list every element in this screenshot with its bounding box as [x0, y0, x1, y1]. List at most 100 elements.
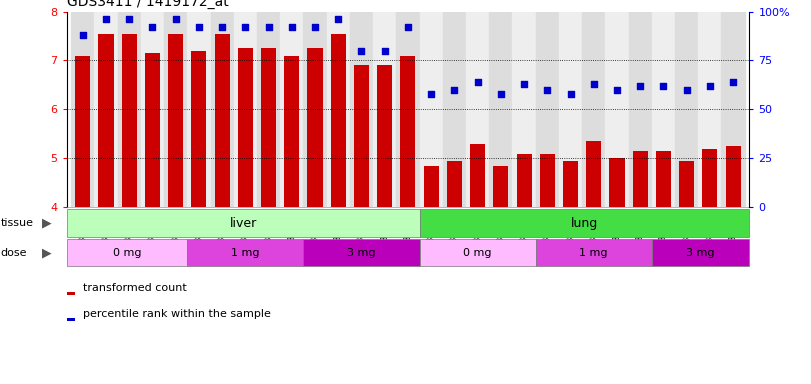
Bar — [187, 239, 303, 266]
Bar — [350, 12, 373, 207]
Point — [425, 91, 438, 97]
Bar — [652, 12, 675, 207]
Bar — [536, 239, 652, 266]
Bar — [331, 33, 345, 207]
Bar — [234, 12, 257, 207]
Bar — [722, 12, 744, 207]
Point — [703, 83, 716, 89]
Bar — [702, 149, 718, 207]
Point — [657, 83, 670, 89]
Text: 0 mg: 0 mg — [463, 248, 491, 258]
Bar — [675, 12, 698, 207]
Bar — [489, 12, 513, 207]
Point — [517, 81, 530, 87]
Bar — [215, 33, 230, 207]
Bar — [75, 56, 90, 207]
Bar — [94, 12, 118, 207]
Bar — [71, 12, 94, 207]
Text: 3 mg: 3 mg — [686, 248, 714, 258]
Text: lung: lung — [571, 217, 598, 230]
Bar — [517, 154, 532, 207]
Bar — [419, 209, 749, 237]
Bar — [423, 166, 439, 207]
Point — [727, 79, 740, 85]
Bar — [397, 12, 419, 207]
Bar — [377, 65, 393, 207]
Point — [541, 87, 554, 93]
Bar — [586, 141, 601, 207]
Bar — [373, 12, 397, 207]
Bar — [513, 12, 536, 207]
Text: transformed count: transformed count — [83, 283, 187, 293]
Bar — [582, 12, 605, 207]
Bar — [540, 154, 555, 207]
Bar — [303, 12, 327, 207]
Bar — [493, 166, 508, 207]
Bar — [168, 33, 183, 207]
Bar — [307, 48, 323, 207]
Bar — [141, 12, 164, 207]
Point — [680, 87, 693, 93]
Point — [611, 87, 624, 93]
Point — [285, 24, 298, 30]
Bar — [443, 12, 466, 207]
Point — [495, 91, 508, 97]
Bar — [633, 151, 648, 207]
Bar — [67, 292, 75, 295]
Bar — [419, 239, 536, 266]
Bar — [447, 161, 462, 207]
Point — [192, 24, 205, 30]
Bar — [466, 12, 489, 207]
Point — [76, 32, 89, 38]
Bar — [257, 12, 280, 207]
Text: 1 mg: 1 mg — [231, 248, 260, 258]
Bar — [67, 239, 187, 266]
Point — [448, 87, 461, 93]
Text: percentile rank within the sample: percentile rank within the sample — [83, 309, 271, 319]
Point — [146, 24, 159, 30]
Bar — [211, 12, 234, 207]
Bar — [536, 12, 559, 207]
Bar — [164, 12, 187, 207]
Bar — [679, 161, 694, 207]
Bar — [191, 51, 207, 207]
Point — [378, 48, 391, 54]
Bar — [280, 12, 303, 207]
Text: 3 mg: 3 mg — [347, 248, 375, 258]
Point — [100, 16, 113, 22]
Bar — [401, 56, 415, 207]
Bar — [187, 12, 211, 207]
Point — [308, 24, 321, 30]
Bar — [698, 12, 722, 207]
Point — [239, 24, 252, 30]
Bar — [67, 209, 419, 237]
Bar — [609, 158, 624, 207]
Bar — [284, 56, 299, 207]
Bar — [327, 12, 350, 207]
Bar — [656, 151, 671, 207]
Point — [122, 16, 135, 22]
Point — [355, 48, 368, 54]
Bar — [559, 12, 582, 207]
Text: ▶: ▶ — [42, 217, 52, 230]
Bar — [261, 48, 276, 207]
Bar — [98, 33, 114, 207]
Bar — [238, 48, 253, 207]
Bar — [652, 239, 749, 266]
Bar — [563, 161, 578, 207]
Bar — [118, 12, 141, 207]
Bar — [726, 146, 740, 207]
Bar — [122, 33, 137, 207]
Point — [262, 24, 275, 30]
Bar — [419, 12, 443, 207]
Point — [587, 81, 600, 87]
Point — [471, 79, 484, 85]
Bar — [354, 65, 369, 207]
Bar — [605, 12, 629, 207]
Point — [564, 91, 577, 97]
Text: 1 mg: 1 mg — [580, 248, 608, 258]
Point — [633, 83, 646, 89]
Point — [216, 24, 229, 30]
Text: tissue: tissue — [1, 218, 34, 228]
Bar — [67, 318, 75, 321]
